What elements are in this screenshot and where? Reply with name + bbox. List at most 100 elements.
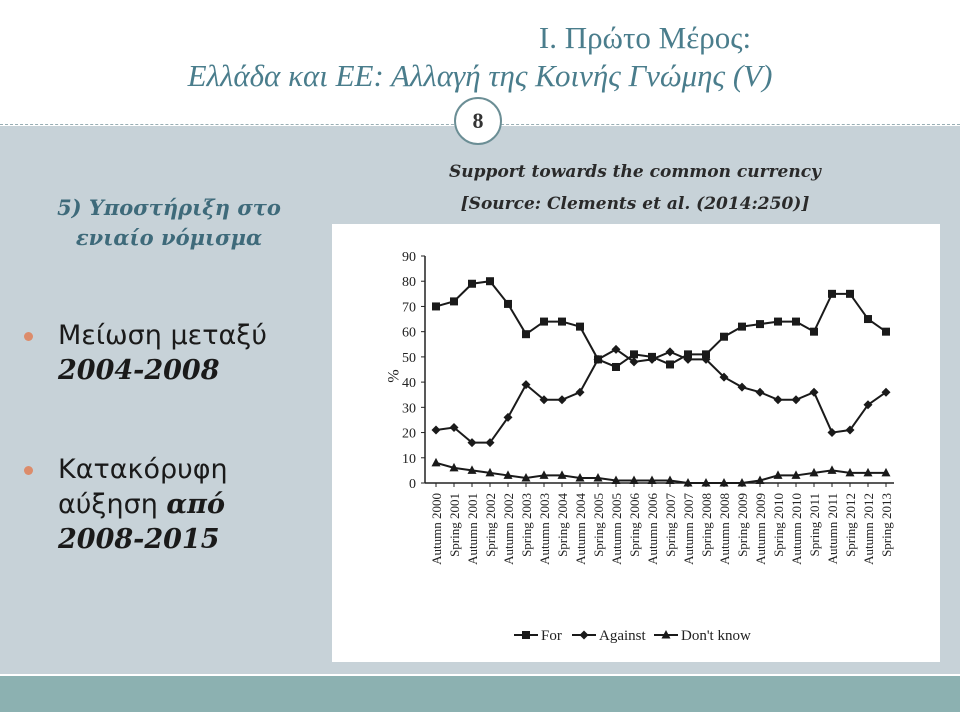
point-against xyxy=(557,395,567,405)
x-tick-label: Autumn 2010 xyxy=(789,493,804,565)
point-for xyxy=(810,327,818,336)
bullet-decrease-period: 2004-2008 xyxy=(58,355,220,386)
point-against xyxy=(701,354,711,364)
point-for xyxy=(540,317,548,326)
point-against xyxy=(629,357,639,367)
y-tick-label: 80 xyxy=(402,275,416,290)
x-tick-label: Autumn 2012 xyxy=(861,493,876,565)
point-against xyxy=(485,438,495,448)
point-against xyxy=(467,438,477,448)
point-against xyxy=(647,354,657,364)
point-against xyxy=(611,344,621,354)
point-for xyxy=(450,297,458,306)
point-against xyxy=(575,387,585,397)
series-line-don-t-know xyxy=(435,461,886,484)
point-against xyxy=(719,372,729,382)
point-for xyxy=(522,330,530,339)
point-don-t-know xyxy=(845,467,855,477)
x-tick-label: Spring 2013 xyxy=(879,493,894,557)
point-don-t-know xyxy=(647,475,657,484)
section-heading-line2: ενιαίο νόμισμα xyxy=(75,225,263,250)
y-tick-label: 50 xyxy=(402,351,416,366)
point-don-t-know xyxy=(737,478,747,487)
x-tick-label: Autumn 2004 xyxy=(573,493,588,565)
x-tick-label: Autumn 2008 xyxy=(717,493,732,565)
x-tick-label: Spring 2008 xyxy=(699,493,714,557)
y-tick-label: 40 xyxy=(402,376,416,391)
point-against xyxy=(521,380,531,390)
section-heading-line1: 5) Υποστήριξη στο xyxy=(57,195,281,220)
point-for xyxy=(792,317,800,326)
point-for xyxy=(828,289,836,298)
y-tick-label: 10 xyxy=(402,452,416,467)
point-don-t-know xyxy=(755,475,765,484)
x-tick-label: Autumn 2011 xyxy=(825,493,840,564)
bullet-increase-from: από xyxy=(166,489,225,520)
chart-title: Support towards the common currency xyxy=(449,162,821,182)
point-don-t-know xyxy=(827,465,837,474)
point-don-t-know xyxy=(575,472,585,482)
point-for xyxy=(666,360,674,369)
x-tick-label: Spring 2005 xyxy=(591,493,606,557)
x-tick-label: Spring 2004 xyxy=(555,493,570,557)
legend-label-don-t-know: Don't know xyxy=(681,628,751,644)
point-against xyxy=(737,382,747,392)
chart-container: 0 10 20 30 40 50 60 70 80 90% Autumn 2000 Spring 20… xyxy=(332,224,940,662)
x-tick-label: Autumn 2000 xyxy=(429,493,444,565)
point-against xyxy=(809,387,819,397)
point-against xyxy=(539,395,549,405)
chart-source: [Source: Clements et al. (2014:250)] xyxy=(460,194,810,214)
point-against xyxy=(827,428,837,438)
x-tick-label: Autumn 2001 xyxy=(465,493,480,565)
x-tick-label: Autumn 2005 xyxy=(609,493,624,565)
point-for xyxy=(756,320,764,329)
bullet-increase-text-2: αύξηση xyxy=(58,489,167,520)
x-tick-label: Autumn 2002 xyxy=(501,493,516,565)
point-don-t-know xyxy=(485,467,495,477)
point-don-t-know xyxy=(557,470,567,479)
x-tick-label: Spring 2002 xyxy=(483,493,498,557)
x-tick-label: Autumn 2003 xyxy=(537,493,552,565)
y-tick-label: 0 xyxy=(409,477,416,492)
bullet-increase-text: Κατακόρυφη xyxy=(58,454,228,485)
x-tick-label: Spring 2010 xyxy=(771,493,786,557)
legend-marker-don-t-know xyxy=(661,630,671,639)
point-don-t-know xyxy=(683,478,693,487)
point-for xyxy=(684,350,692,359)
x-tick-label: Spring 2011 xyxy=(807,493,822,556)
x-tick-label: Spring 2001 xyxy=(447,493,462,557)
legend-marker-for xyxy=(522,631,530,639)
point-don-t-know xyxy=(449,462,459,472)
footer-divider xyxy=(0,674,960,676)
point-don-t-know xyxy=(611,475,621,484)
x-tick-label: Autumn 2009 xyxy=(753,493,768,565)
y-tick-label: 60 xyxy=(402,326,416,341)
point-don-t-know xyxy=(503,470,513,479)
point-for xyxy=(558,317,566,326)
point-against xyxy=(503,412,513,422)
x-tick-label: Spring 2009 xyxy=(735,493,750,557)
point-for xyxy=(612,362,620,371)
page-number-badge: 8 xyxy=(454,97,502,145)
point-against xyxy=(755,387,765,397)
x-tick-label: Spring 2006 xyxy=(627,493,642,557)
y-tick-label: 30 xyxy=(402,401,416,416)
point-against xyxy=(791,395,801,405)
point-for xyxy=(576,322,584,331)
point-for xyxy=(486,277,494,286)
point-don-t-know xyxy=(521,472,531,482)
point-for xyxy=(504,299,512,308)
point-don-t-know xyxy=(665,475,675,484)
legend-marker-against xyxy=(579,630,589,640)
point-don-t-know xyxy=(431,457,441,467)
y-tick-label: 90 xyxy=(402,250,416,265)
bullet-increase-period: 2008-2015 xyxy=(58,524,220,555)
bullet-decrease-text: Μείωση μεταξύ xyxy=(58,320,267,351)
point-for xyxy=(882,327,890,336)
point-for xyxy=(432,302,440,311)
point-for xyxy=(702,350,710,359)
point-for xyxy=(738,322,746,331)
series-line-against xyxy=(435,348,887,444)
legend-label-against: Against xyxy=(599,628,646,644)
